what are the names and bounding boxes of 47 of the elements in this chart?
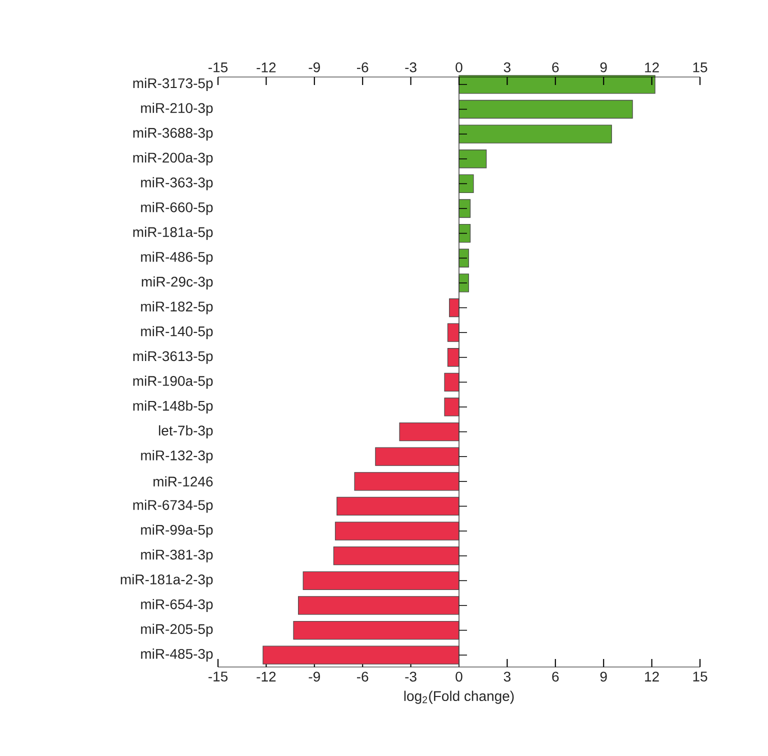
y-tick-label: miR-485-3p <box>141 648 213 662</box>
x2-tick-label: -15 <box>208 672 228 682</box>
x-tick-label: 3 <box>504 62 510 72</box>
x-tick-label: -12 <box>256 62 276 72</box>
y-tick-label: miR-381-3p <box>141 549 213 562</box>
y-tick-label: miR-3173-5p <box>133 78 213 91</box>
x2-tick-label: 3 <box>504 672 510 682</box>
y-tick-label: miR-99a-5p <box>141 524 213 538</box>
y-tick-label: miR-181a-2-3p <box>120 574 213 588</box>
y-tick-label: miR-654-3p <box>141 598 213 612</box>
y-tick-label: miR-210-3p <box>141 102 213 116</box>
y-tick-label: let-7b-3p <box>158 425 213 438</box>
x2-tick-label: -9 <box>308 672 320 682</box>
x-tick-label: -9 <box>308 62 320 72</box>
x2-tick-label: 0 <box>456 672 462 682</box>
y-tick-label: miR-29c-3p <box>142 276 213 290</box>
x-tick-label: -3 <box>405 62 416 72</box>
y-tick-label: miR-148b-5p <box>133 400 213 414</box>
y-tick-label: miR-140-5p <box>141 326 213 340</box>
y-tick-label: miR-486-5p <box>141 252 213 265</box>
y-tick-label: miR-3613-5p <box>133 350 213 364</box>
x2-tick-label: -3 <box>405 672 416 682</box>
x2-tick-label: 15 <box>693 672 708 682</box>
y-tick-label: miR-205-5p <box>141 624 213 637</box>
x2-tick-label: -12 <box>256 672 276 682</box>
y-tick-label: miR-190a-5p <box>133 376 213 389</box>
x-tick-label: 0 <box>456 62 462 72</box>
y-tick-label: miR-6734-5p <box>133 500 213 513</box>
y-tick-label: miR-181a-5p <box>133 226 213 240</box>
y-tick-label: miR-660-5p <box>141 202 213 216</box>
x2-tick-label: 9 <box>600 672 607 682</box>
y-tick-label: miR-3688-3p <box>133 128 213 141</box>
y-tick-label: miR-1246 <box>154 476 213 487</box>
x2-tick-label: 6 <box>552 672 559 682</box>
y-tick-label: miR-182-5p <box>141 301 213 314</box>
x-tick-label: 9 <box>600 62 607 72</box>
y-tick-label: miR-132-3p <box>141 450 213 464</box>
x2-tick-label: 12 <box>645 672 659 682</box>
x-axis-title: log$_{2}$(Fold change) <box>404 690 514 704</box>
x-tick-label: 12 <box>645 62 659 72</box>
x-tick-label: 15 <box>693 62 708 72</box>
y-tick-label: miR-200a-3p <box>133 152 213 166</box>
x-tick-label: -15 <box>208 62 228 72</box>
y-tick-label: miR-363-3p <box>141 177 213 190</box>
x-tick-label: 6 <box>552 62 559 72</box>
x-tick-label: -6 <box>357 62 368 72</box>
x2-tick-label: -6 <box>357 672 368 682</box>
